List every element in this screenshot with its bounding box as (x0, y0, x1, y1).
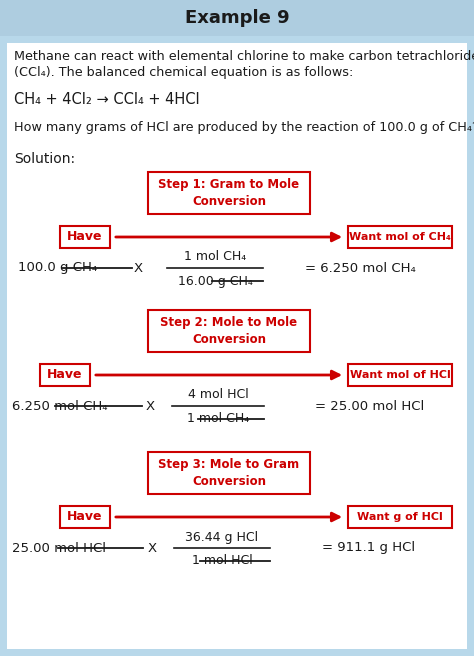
Text: 1 mol HCl: 1 mol HCl (191, 554, 252, 567)
Text: Want mol of CH₄: Want mol of CH₄ (349, 232, 451, 242)
FancyBboxPatch shape (148, 310, 310, 352)
Text: X: X (146, 400, 155, 413)
Text: 25.00 mol HCl: 25.00 mol HCl (12, 541, 106, 554)
Text: = 911.1 g HCl: = 911.1 g HCl (322, 541, 415, 554)
Text: Want mol of HCl: Want mol of HCl (350, 370, 450, 380)
Text: X: X (148, 541, 157, 554)
Text: = 6.250 mol CH₄: = 6.250 mol CH₄ (305, 262, 416, 274)
Text: Solution:: Solution: (14, 152, 75, 166)
FancyBboxPatch shape (60, 226, 110, 248)
FancyBboxPatch shape (348, 506, 452, 528)
Text: 1 mol CH₄: 1 mol CH₄ (184, 251, 246, 264)
Text: = 25.00 mol HCl: = 25.00 mol HCl (315, 400, 424, 413)
Bar (0, 0, 474, 36)
Text: Have: Have (47, 369, 83, 382)
Text: 1 mol CH₄: 1 mol CH₄ (187, 413, 249, 426)
FancyBboxPatch shape (348, 226, 452, 248)
Text: 6.250 mol CH₄: 6.250 mol CH₄ (12, 400, 108, 413)
Text: Step 3: Mole to Gram
Conversion: Step 3: Mole to Gram Conversion (158, 459, 300, 488)
FancyBboxPatch shape (348, 364, 452, 386)
Text: X: X (134, 262, 143, 274)
Text: (CCl₄). The balanced chemical equation is as follows:: (CCl₄). The balanced chemical equation i… (14, 66, 354, 79)
Text: Methane can react with elemental chlorine to make carbon tetrachloride: Methane can react with elemental chlorin… (14, 50, 474, 63)
FancyBboxPatch shape (148, 452, 310, 494)
Text: 100.0 g CH₄: 100.0 g CH₄ (18, 262, 97, 274)
FancyBboxPatch shape (148, 172, 310, 214)
Text: Step 2: Mole to Mole
Conversion: Step 2: Mole to Mole Conversion (160, 316, 298, 346)
Text: 4 mol HCl: 4 mol HCl (188, 388, 248, 401)
Text: 36.44 g HCl: 36.44 g HCl (185, 531, 258, 544)
FancyBboxPatch shape (60, 506, 110, 528)
Text: CH₄ + 4Cl₂ → CCl₄ + 4HCl: CH₄ + 4Cl₂ → CCl₄ + 4HCl (14, 92, 200, 107)
Text: Have: Have (67, 510, 103, 523)
Text: Want g of HCl: Want g of HCl (357, 512, 443, 522)
Text: Example 9: Example 9 (185, 9, 289, 27)
Text: Step 1: Gram to Mole
Conversion: Step 1: Gram to Mole Conversion (158, 178, 300, 208)
FancyBboxPatch shape (40, 364, 90, 386)
Text: Have: Have (67, 230, 103, 243)
Text: How many grams of HCl are produced by the reaction of 100.0 g of CH₄?: How many grams of HCl are produced by th… (14, 121, 474, 134)
Text: 16.00 g CH₄: 16.00 g CH₄ (178, 274, 253, 287)
